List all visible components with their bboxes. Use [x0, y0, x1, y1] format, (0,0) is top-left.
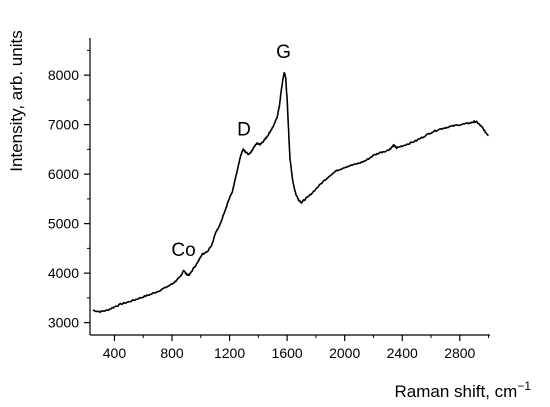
x-tick-label: 1600 — [272, 345, 303, 361]
x-axis-title: Raman shift, cm−1 — [395, 379, 532, 401]
x-axis-title-superscript: −1 — [517, 379, 531, 393]
y-tick-label: 6000 — [48, 166, 79, 182]
x-tick-label: 1200 — [214, 345, 245, 361]
y-tick-label: 4000 — [48, 265, 79, 281]
peak-label-g: G — [276, 42, 291, 63]
x-tick-label: 800 — [160, 345, 184, 361]
peak-label-co: Co — [171, 240, 195, 261]
peak-label-d: D — [237, 120, 251, 141]
spectrum-line — [92, 71, 489, 314]
x-tick-label: 2400 — [387, 345, 418, 361]
y-tick-label: 3000 — [48, 315, 79, 331]
y-tick-label: 7000 — [48, 117, 79, 133]
y-axis-ticks: 3000 4000 5000 6000 7000 8000 — [48, 49, 90, 331]
y-tick-label: 5000 — [48, 216, 79, 232]
x-tick-label: 2800 — [444, 345, 475, 361]
x-tick-label: 400 — [103, 345, 127, 361]
peak-annotations: Co D G — [171, 42, 291, 261]
y-axis-title: Intensity, arb. units — [7, 30, 26, 171]
x-axis-title-main: Raman shift, cm — [395, 382, 518, 401]
y-tick-label: 8000 — [48, 67, 79, 83]
x-axis-ticks: 400 800 1200 1600 2000 2400 2800 — [103, 335, 490, 361]
x-tick-label: 2000 — [329, 345, 360, 361]
plot-area: 3000 4000 5000 6000 7000 8000 400 800 1200 1600 2… — [48, 38, 490, 361]
